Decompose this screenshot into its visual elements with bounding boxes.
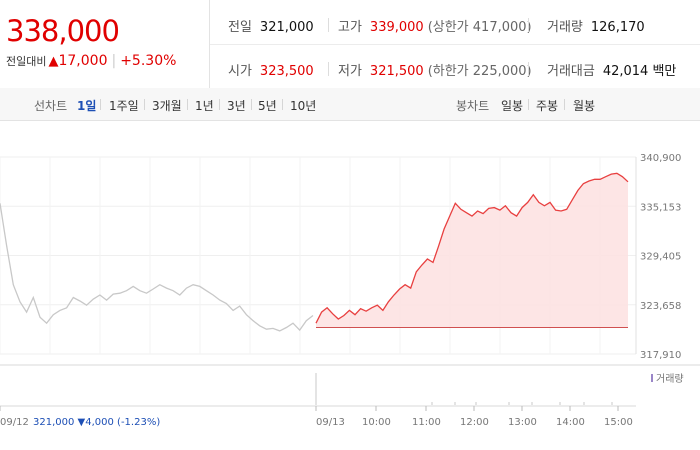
- x-axis: 09/12 09/13 10:00 11:00 12:00 13:00 14:00 15:00: [0, 406, 633, 428]
- today-area: [316, 173, 628, 328]
- x-tick-label: 13:00: [508, 417, 537, 428]
- y-tick-label: 329,405: [640, 252, 681, 263]
- up-arrow-icon: ▲: [48, 54, 59, 69]
- high-label: 고가: [338, 20, 362, 35]
- y-tick-label: 335,153: [640, 202, 681, 213]
- high-price: 고가 339,000 (상한가 417,000): [338, 16, 532, 35]
- period-3y[interactable]: 3년: [227, 99, 246, 113]
- period-3m[interactable]: 3개월: [152, 99, 182, 113]
- x-tick-label: 09/13: [316, 417, 345, 428]
- period-1y[interactable]: 1년: [195, 99, 214, 113]
- divider: [564, 99, 565, 110]
- amount-label: 거래대금: [547, 64, 595, 79]
- x-tick-label: 09/12: [0, 417, 29, 428]
- divider: [187, 99, 188, 110]
- candle-monthly[interactable]: 월봉: [573, 99, 596, 113]
- high-value: 339,000: [369, 20, 424, 35]
- x-tick-label: 15:00: [604, 417, 633, 428]
- prev-day-line: [0, 203, 314, 332]
- divider: [144, 99, 145, 110]
- period-1d[interactable]: 1일: [77, 99, 97, 113]
- price-summary: 338,000 전일대비 ▲17,000 | +5.30%: [0, 0, 210, 88]
- change-percent: +5.30%: [120, 53, 177, 69]
- divider: [219, 99, 220, 110]
- candle-daily[interactable]: 일봉: [501, 99, 524, 113]
- lower-limit: (하한가 225,000): [427, 64, 532, 79]
- volume-value: 126,170: [590, 20, 645, 35]
- period-1w[interactable]: 1주일: [109, 99, 139, 113]
- price-change: 전일대비 ▲17,000 | +5.30%: [6, 53, 176, 69]
- prev-close-value: 321,000: [259, 20, 314, 35]
- volume: 거래량 126,170: [547, 16, 645, 35]
- row-divider: [210, 44, 700, 45]
- divider: [528, 62, 529, 76]
- upper-limit: (상한가 417,000): [427, 20, 532, 35]
- divider: |: [111, 53, 117, 69]
- divider: [328, 18, 329, 32]
- period-10y[interactable]: 10년: [290, 99, 317, 113]
- volume-label: 거래량: [547, 20, 583, 35]
- amount-value: 42,014 백만: [602, 64, 677, 79]
- prev-day-close: 321,000: [33, 417, 74, 428]
- today-line: [315, 172, 629, 324]
- prev-close-label: 전일: [228, 20, 252, 35]
- chart-toolbar: 선차트 1일 1주일 3개월 1년 3년 5년 10년 봉차트 일봉 주봉 월봉: [0, 88, 700, 121]
- y-tick-label: 323,658: [640, 301, 681, 312]
- x-tick-label: 10:00: [362, 417, 391, 428]
- volume-legend-swatch: [651, 374, 653, 382]
- divider: [528, 18, 529, 32]
- y-tick-label: 317,910: [640, 350, 681, 361]
- divider: [251, 99, 252, 110]
- current-price: 338,000: [6, 14, 120, 48]
- divider: [328, 62, 329, 76]
- period-5y[interactable]: 5년: [258, 99, 277, 113]
- open-value: 323,500: [259, 64, 314, 79]
- candle-weekly[interactable]: 주봉: [536, 99, 559, 113]
- divider: [282, 99, 283, 110]
- prev-close: 전일 321,000: [228, 16, 314, 35]
- volume-legend-label: 거래량: [656, 373, 684, 385]
- x-tick-label: 12:00: [460, 417, 489, 428]
- prev-day-info: 321,000 ▼4,000 (-1.23%): [33, 417, 160, 428]
- volume-bars: [315, 373, 613, 405]
- candle-chart-label: 봉차트: [456, 99, 490, 113]
- low-label: 저가: [338, 64, 362, 79]
- x-tick-label: 11:00: [412, 417, 441, 428]
- y-tick-label: 340,900: [640, 153, 681, 164]
- open-label: 시가: [228, 64, 252, 79]
- quote-panel: 338,000 전일대비 ▲17,000 | +5.30% 전일 321,000 고가 3…: [0, 0, 700, 89]
- open-price: 시가 323,500: [228, 60, 314, 79]
- change-value: 17,000: [58, 53, 108, 69]
- trade-amount: 거래대금 42,014 백만: [547, 60, 676, 79]
- prev-day-change: ▼4,000 (-1.23%): [78, 417, 161, 428]
- low-value: 321,500: [369, 64, 424, 79]
- y-axis: 340,900 335,153 329,405 323,658 317,910: [640, 153, 681, 361]
- divider: [528, 99, 529, 110]
- low-price: 저가 321,500 (하한가 225,000): [338, 60, 532, 79]
- change-label: 전일대비: [6, 55, 47, 68]
- x-tick-label: 14:00: [556, 417, 585, 428]
- line-chart-label: 선차트: [34, 99, 68, 113]
- divider: [100, 99, 101, 110]
